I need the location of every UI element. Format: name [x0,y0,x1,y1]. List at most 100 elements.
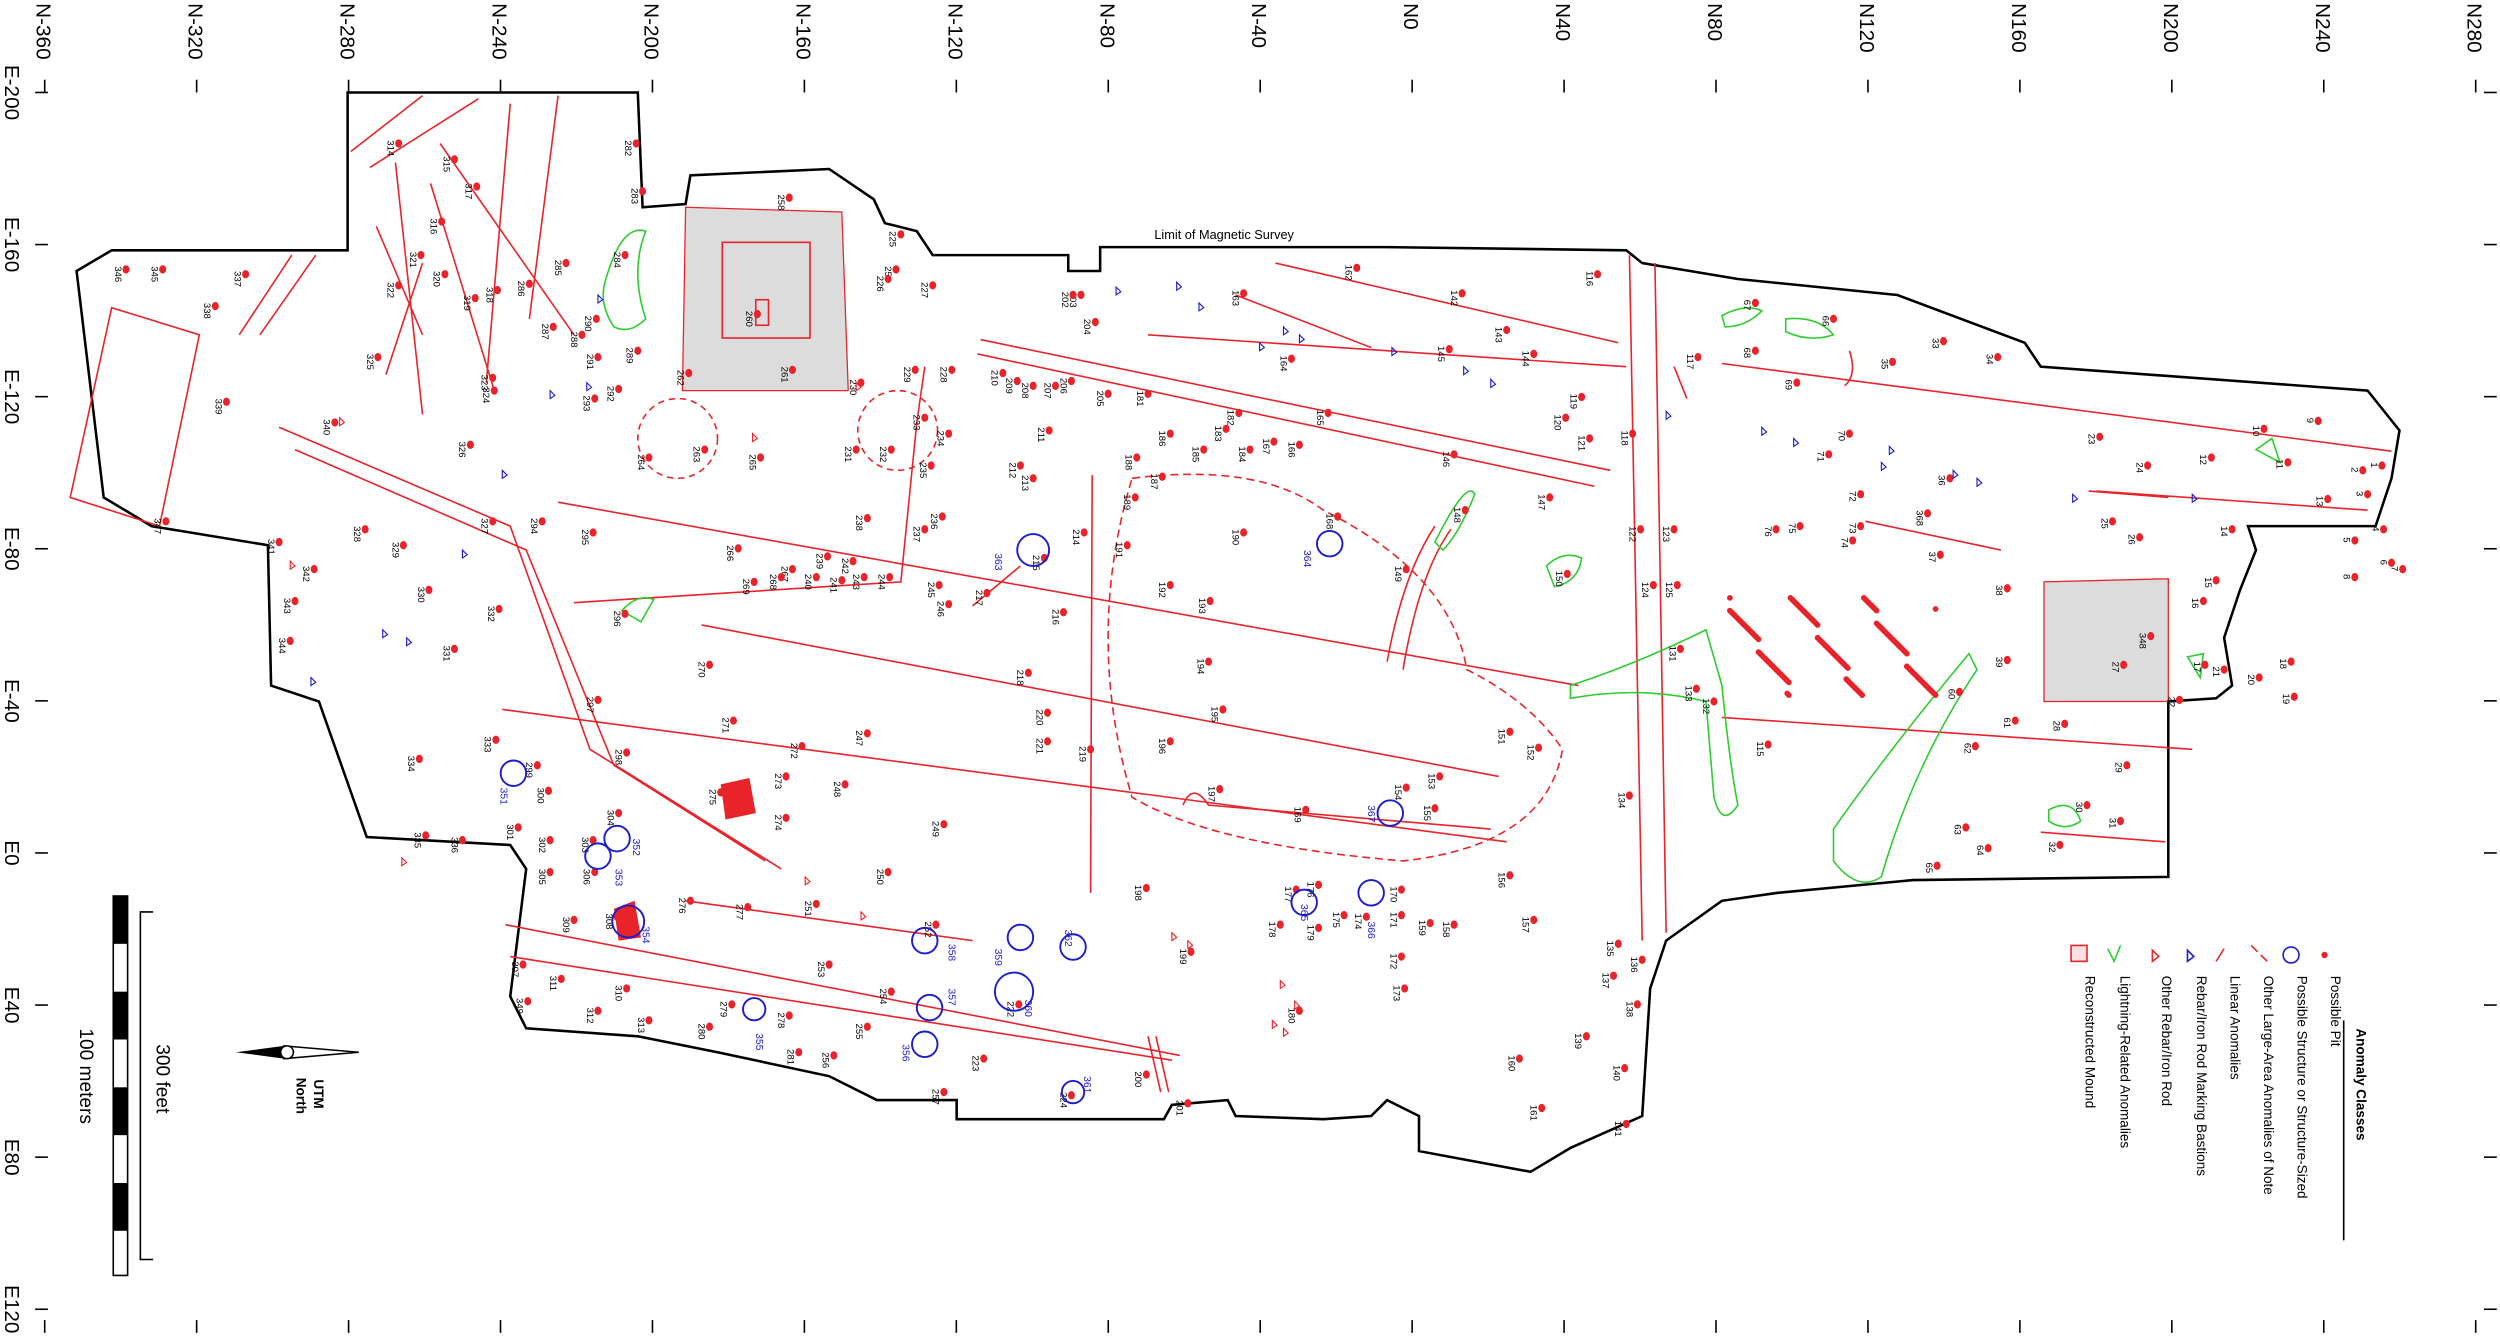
anomaly-label: 75 [1786,523,1797,534]
pit [841,780,849,789]
anomaly-label: 66 [1819,316,1830,327]
pit [945,429,953,438]
anomaly-label: 258 [775,195,786,211]
anomaly-label: 288 [568,332,579,348]
pit [887,987,895,996]
pit [777,572,785,582]
pit [1219,705,1227,714]
anomaly-label: 223 [970,1055,981,1071]
anomaly-label: 348 [2137,633,2148,649]
pit [2147,631,2155,641]
anomaly-label: 226 [874,276,885,292]
anomaly-label: 173 [1390,985,1401,1001]
pit [1133,453,1141,462]
anomaly-label: 242 [839,558,850,574]
pit [1016,461,1024,470]
anomaly-label: 241 [828,577,839,593]
pit [1506,727,1514,736]
pit [812,899,820,909]
x-axis-label: N-80 [1095,3,1118,48]
pit [331,418,339,427]
pit [1200,445,1208,454]
pit [785,193,793,202]
rod [1976,476,1983,488]
pit [1622,1119,1630,1129]
pit [921,525,929,534]
pit [1582,1032,1590,1041]
pit-cluster [1727,607,1733,614]
anomaly-label: 279 [718,1001,729,1017]
anomaly-label: 305 [536,869,547,885]
anomaly-label: 161 [1528,1105,1539,1121]
anomaly-label: 3 [2353,491,2364,496]
anomaly-label: 299 [523,762,534,778]
pit [1764,740,1772,749]
pit [1857,490,1865,499]
anomaly-label: 7 [2389,566,2400,571]
pit [1104,389,1112,398]
anomaly-label: 267 [778,566,789,582]
anomaly-label: 203 [1067,292,1078,308]
pit [524,997,532,1006]
anomaly-label: 11 [2274,459,2285,469]
anomaly-label: 76 [1762,526,1773,537]
pit [2255,673,2263,682]
legend-symbol [2215,948,2225,962]
large-pit [720,778,756,820]
rod [1115,285,1122,296]
pit [1235,408,1243,418]
anomaly-label: 286 [515,281,526,297]
anomaly-label: 12 [2197,454,2208,465]
pit [1080,528,1088,537]
anomaly-label: 301 [504,824,515,840]
anomaly-label: 137 [1599,973,1610,989]
pit [2284,458,2292,467]
anomaly-label: 240 [802,574,813,590]
pit [863,729,871,738]
anomaly-label: 182 [1225,410,1236,426]
pit [1397,885,1405,894]
pit-cluster [1903,663,1910,670]
anomaly-label: 157 [1520,917,1531,933]
anomaly-label: 190 [1229,529,1240,545]
pit [929,281,937,290]
anomaly-label: 120 [1552,415,1563,431]
anomaly-label: 221 [1033,738,1044,754]
pit [374,352,382,362]
anomaly-label: 205 [1094,391,1105,407]
pit [1578,392,1586,402]
pit [1936,550,1944,559]
legend-symbol [2151,948,2160,963]
pit [1402,783,1410,792]
pit [395,281,403,290]
pit [1710,697,1718,706]
pit [589,528,597,537]
x-axis-label: N-360 [32,3,55,59]
anomaly-label: 150 [1553,571,1564,587]
pit [615,808,623,818]
anomaly-label: 329 [389,542,400,558]
pit [2109,517,2117,526]
pit [2096,432,2104,441]
x-axis-label: N200 [2159,3,2182,53]
pit [788,565,796,574]
pit [634,346,642,355]
anomaly-label: 142 [1448,290,1459,306]
anomaly-label: 1 [2368,462,2379,467]
rod [1176,280,1183,292]
pit [1295,440,1303,449]
pit [825,960,833,969]
pit [927,461,935,470]
anomaly-label: 214 [1070,529,1081,546]
pit [1984,844,1992,853]
anomaly-label: 166 [1285,442,1296,458]
pit [911,365,919,375]
anomaly-label: 178 [1266,922,1277,938]
structure-label: 360 [1022,1000,1033,1018]
anomaly-label: 73 [1846,523,1857,534]
pit [1059,608,1067,617]
anomaly-label: 132 [1700,698,1711,714]
anomaly-label: 13 [2314,496,2325,507]
anomaly-label: 201 [1174,1100,1185,1116]
